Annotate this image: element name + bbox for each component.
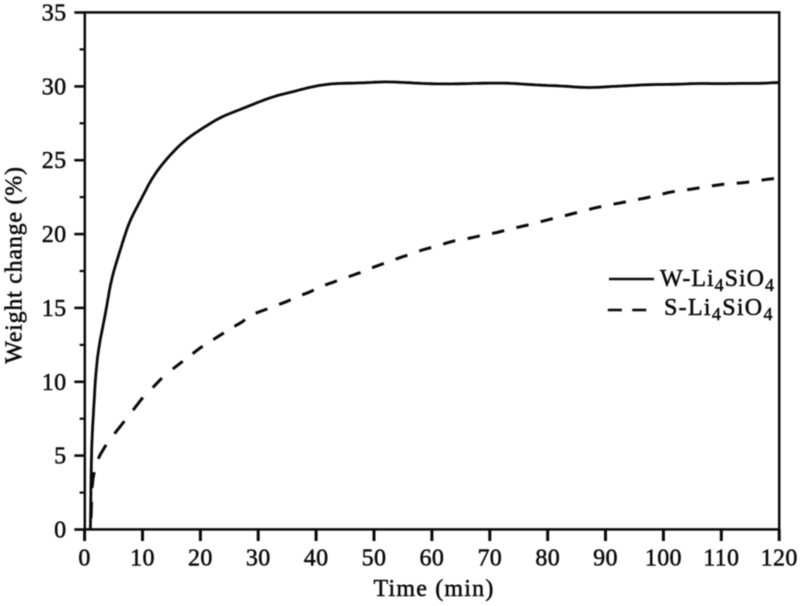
svg-text:25: 25	[42, 148, 67, 174]
svg-text:S-Li4SiO4: S-Li4SiO4	[664, 295, 774, 324]
svg-text:0: 0	[54, 518, 66, 544]
svg-text:0: 0	[78, 546, 90, 572]
svg-text:35: 35	[42, 1, 67, 27]
svg-text:20: 20	[42, 222, 67, 248]
svg-text:110: 110	[703, 546, 739, 572]
svg-text:10: 10	[42, 370, 67, 396]
svg-text:40: 40	[304, 546, 329, 572]
svg-text:80: 80	[535, 546, 560, 572]
svg-text:50: 50	[362, 546, 387, 572]
svg-text:10: 10	[130, 546, 155, 572]
svg-text:60: 60	[420, 546, 445, 572]
svg-text:5: 5	[54, 444, 66, 470]
svg-text:120: 120	[761, 546, 798, 572]
svg-text:Weight change (%): Weight change (%)	[2, 166, 28, 363]
svg-text:30: 30	[246, 546, 271, 572]
svg-text:90: 90	[593, 546, 618, 572]
svg-text:20: 20	[188, 546, 213, 572]
svg-text:30: 30	[42, 74, 67, 100]
svg-text:100: 100	[645, 546, 682, 572]
svg-text:15: 15	[42, 296, 67, 322]
svg-text:70: 70	[477, 546, 502, 572]
svg-text:Time (min): Time (min)	[373, 576, 494, 602]
